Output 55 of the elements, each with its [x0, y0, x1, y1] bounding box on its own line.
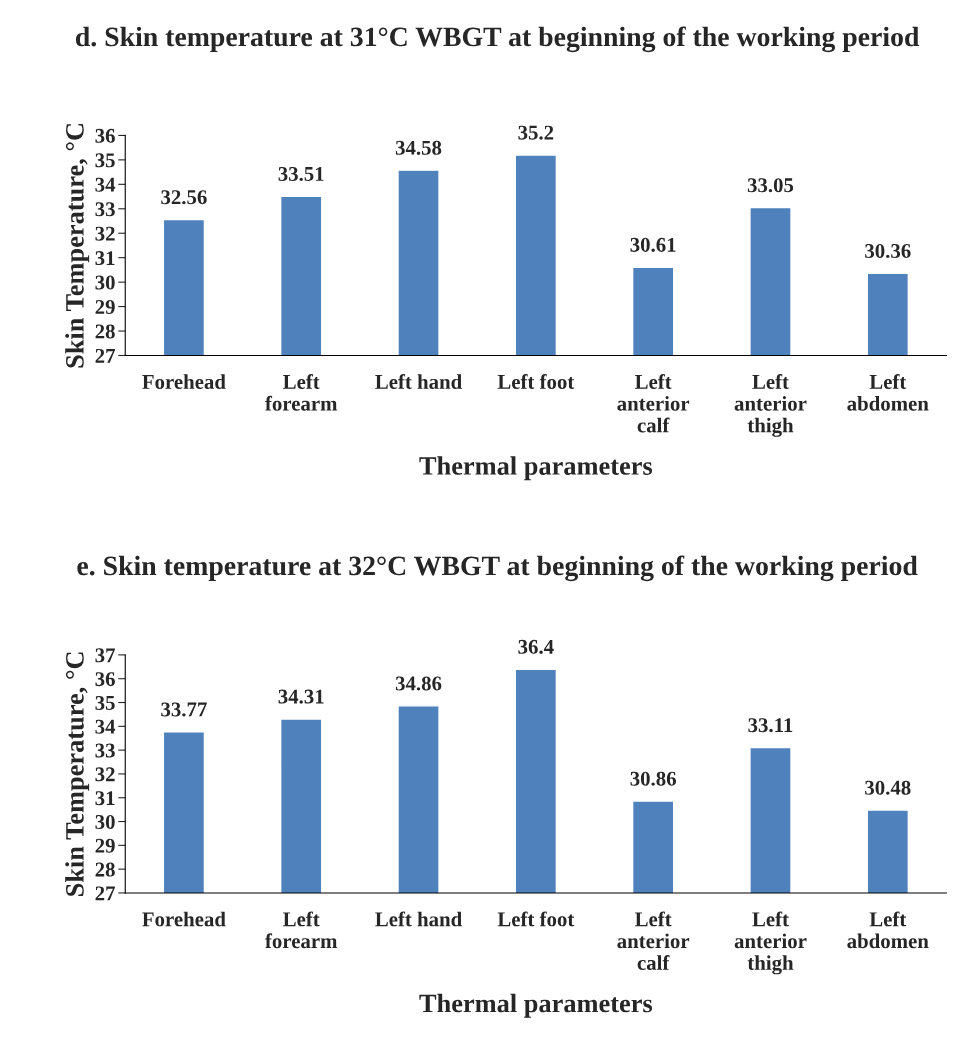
- y-tick-label: 27: [95, 886, 116, 901]
- y-tick-label: 27: [95, 348, 116, 363]
- y-axis-title: Skin Temperature, °C: [65, 652, 90, 896]
- x-tick-label: Left anterior calf: [617, 911, 690, 970]
- y-tick-label: 31: [95, 791, 115, 806]
- chart-title: e. Skin temperature at 32°C WBGT at beginning of the working period: [77, 555, 918, 582]
- x-tick-label: Left hand: [375, 374, 462, 389]
- data-label: 33.11: [748, 718, 793, 733]
- x-axis-title: Thermal parameters: [419, 993, 653, 1018]
- x-tick-label: Forehead: [142, 374, 226, 389]
- x-tick-label: Left foot: [497, 911, 575, 927]
- y-tick-label: 29: [95, 838, 115, 853]
- data-label: 30.48: [865, 780, 911, 795]
- y-tick-label: 32: [95, 767, 115, 782]
- data-label: 30.36: [865, 243, 911, 259]
- y-tick-label: 32: [95, 226, 115, 241]
- y-tick-label: 28: [95, 862, 115, 877]
- data-label: 32.56: [161, 190, 207, 205]
- x-tick-label: Left hand: [375, 911, 462, 927]
- x-tick-label: Left forearm: [265, 911, 338, 949]
- chart-title: d. Skin temperature at 31°C WBGT at beginning of the working period: [75, 26, 920, 53]
- x-tick-label: Left abdomen: [847, 374, 929, 411]
- y-axis-title: Skin Temperature, °C: [65, 124, 90, 368]
- x-tick-label: Left abdomen: [847, 911, 929, 949]
- data-label: 36.4: [518, 639, 554, 654]
- y-tick-label: 28: [95, 324, 115, 339]
- y-tick-label: 37: [95, 648, 116, 663]
- data-label: 30.61: [630, 237, 676, 252]
- y-tick-label: 35: [95, 153, 115, 168]
- data-label: 34.86: [395, 676, 442, 691]
- y-tick-label: 34: [95, 719, 116, 734]
- data-label: 33.77: [161, 702, 207, 717]
- data-label: 33.51: [278, 166, 324, 182]
- x-tick-label: Left forearm: [265, 374, 338, 411]
- y-tick-label: 35: [95, 695, 115, 710]
- x-tick-label: Left anterior calf: [617, 374, 690, 433]
- data-label: 33.05: [747, 178, 794, 193]
- data-label: 34.58: [395, 140, 442, 155]
- x-tick-label: Left foot: [497, 374, 575, 389]
- y-tick-label: 29: [95, 300, 115, 315]
- y-tick-label: 31: [95, 251, 115, 266]
- y-tick-label: 33: [95, 202, 115, 217]
- data-label: 34.31: [278, 689, 324, 704]
- data-label: 35.2: [518, 125, 554, 140]
- y-tick-label: 36: [95, 672, 115, 687]
- y-tick-label: 34: [95, 177, 116, 192]
- x-tick-label: Forehead: [142, 911, 226, 927]
- y-tick-label: 33: [95, 743, 115, 758]
- y-tick-label: 30: [95, 275, 115, 290]
- y-tick-label: 30: [95, 814, 115, 829]
- y-tick-label: 36: [95, 128, 115, 143]
- x-tick-label: Left anterior thigh: [734, 374, 807, 437]
- x-tick-label: Left anterior thigh: [734, 911, 807, 975]
- x-axis-title: Thermal parameters: [419, 456, 653, 481]
- data-label: 30.86: [630, 771, 676, 786]
